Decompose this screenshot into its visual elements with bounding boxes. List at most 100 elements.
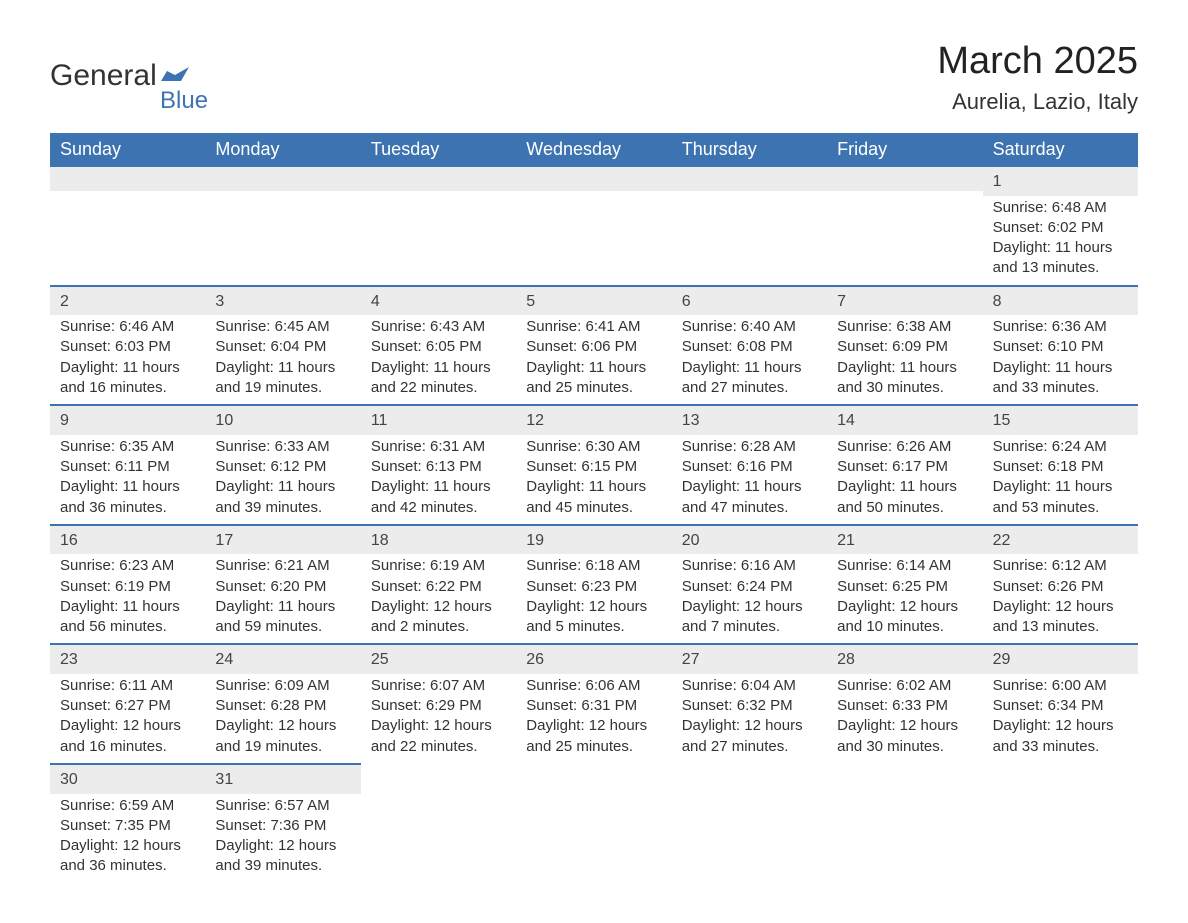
calendar-cell-empty [983,763,1138,883]
calendar-cell: 23Sunrise: 6:11 AMSunset: 6:27 PMDayligh… [50,643,205,763]
daylight-text: Daylight: 12 hours and 27 minutes. [682,716,817,757]
calendar-cell-empty [361,763,516,883]
day-body [50,191,205,199]
daylight-text: Daylight: 11 hours and 47 minutes. [682,477,817,518]
sunset-text: Sunset: 6:34 PM [993,696,1128,716]
day-body: Sunrise: 6:07 AMSunset: 6:29 PMDaylight:… [361,674,516,763]
calendar-cell: 25Sunrise: 6:07 AMSunset: 6:29 PMDayligh… [361,643,516,763]
sunset-text: Sunset: 6:22 PM [371,577,506,597]
day-number: 3 [205,285,360,316]
day-body [672,191,827,199]
calendar-cell-empty [827,763,982,883]
dow-header: Thursday [672,133,827,167]
calendar-cell: 12Sunrise: 6:30 AMSunset: 6:15 PMDayligh… [516,404,671,524]
location-subtitle: Aurelia, Lazio, Italy [937,89,1138,115]
daylight-text: Daylight: 11 hours and 59 minutes. [215,597,350,638]
sunrise-text: Sunrise: 6:21 AM [215,556,350,576]
calendar-cell: 3Sunrise: 6:45 AMSunset: 6:04 PMDaylight… [205,285,360,405]
day-number: 21 [827,524,982,555]
sunset-text: Sunset: 6:23 PM [526,577,661,597]
sunset-text: Sunset: 6:16 PM [682,457,817,477]
daylight-text: Daylight: 11 hours and 50 minutes. [837,477,972,518]
sunrise-text: Sunrise: 6:16 AM [682,556,817,576]
day-body: Sunrise: 6:21 AMSunset: 6:20 PMDaylight:… [205,554,360,643]
daylight-text: Daylight: 12 hours and 22 minutes. [371,716,506,757]
day-number: 22 [983,524,1138,555]
day-number: 25 [361,643,516,674]
day-body [827,191,982,199]
day-number: 7 [827,285,982,316]
day-body: Sunrise: 6:02 AMSunset: 6:33 PMDaylight:… [827,674,982,763]
daylight-text: Daylight: 12 hours and 30 minutes. [837,716,972,757]
day-body: Sunrise: 6:30 AMSunset: 6:15 PMDaylight:… [516,435,671,524]
calendar-cell: 22Sunrise: 6:12 AMSunset: 6:26 PMDayligh… [983,524,1138,644]
sunrise-text: Sunrise: 6:07 AM [371,676,506,696]
calendar-cell-empty [516,763,671,883]
calendar-cell: 31Sunrise: 6:57 AMSunset: 7:36 PMDayligh… [205,763,360,883]
calendar-cell: 10Sunrise: 6:33 AMSunset: 6:12 PMDayligh… [205,404,360,524]
day-body: Sunrise: 6:28 AMSunset: 6:16 PMDaylight:… [672,435,827,524]
daylight-text: Daylight: 12 hours and 36 minutes. [60,836,195,877]
calendar-cell: 7Sunrise: 6:38 AMSunset: 6:09 PMDaylight… [827,285,982,405]
sunset-text: Sunset: 6:06 PM [526,337,661,357]
day-number: 1 [983,167,1138,196]
day-body: Sunrise: 6:35 AMSunset: 6:11 PMDaylight:… [50,435,205,524]
daylight-text: Daylight: 11 hours and 19 minutes. [215,358,350,399]
daylight-text: Daylight: 12 hours and 33 minutes. [993,716,1128,757]
calendar-cell: 11Sunrise: 6:31 AMSunset: 6:13 PMDayligh… [361,404,516,524]
dow-header: Sunday [50,133,205,167]
sunrise-text: Sunrise: 6:43 AM [371,317,506,337]
day-number: 29 [983,643,1138,674]
sunset-text: Sunset: 6:25 PM [837,577,972,597]
daylight-text: Daylight: 12 hours and 7 minutes. [682,597,817,638]
daylight-text: Daylight: 11 hours and 39 minutes. [215,477,350,518]
logo-blue-text: Blue [160,87,208,115]
day-number: 5 [516,285,671,316]
calendar-cell: 9Sunrise: 6:35 AMSunset: 6:11 PMDaylight… [50,404,205,524]
day-number: 23 [50,643,205,674]
day-number: 15 [983,404,1138,435]
day-number: 11 [361,404,516,435]
day-number: 14 [827,404,982,435]
sunrise-text: Sunrise: 6:45 AM [215,317,350,337]
day-body: Sunrise: 6:23 AMSunset: 6:19 PMDaylight:… [50,554,205,643]
day-body: Sunrise: 6:14 AMSunset: 6:25 PMDaylight:… [827,554,982,643]
month-title: March 2025 [937,40,1138,83]
calendar-cell: 15Sunrise: 6:24 AMSunset: 6:18 PMDayligh… [983,404,1138,524]
sunrise-text: Sunrise: 6:11 AM [60,676,195,696]
sunrise-text: Sunrise: 6:14 AM [837,556,972,576]
day-body: Sunrise: 6:57 AMSunset: 7:36 PMDaylight:… [205,794,360,883]
sunset-text: Sunset: 6:04 PM [215,337,350,357]
sunrise-text: Sunrise: 6:00 AM [993,676,1128,696]
sunset-text: Sunset: 6:17 PM [837,457,972,477]
sunset-text: Sunset: 6:03 PM [60,337,195,357]
day-body [516,191,671,199]
day-body: Sunrise: 6:46 AMSunset: 6:03 PMDaylight:… [50,315,205,404]
calendar-cell: 13Sunrise: 6:28 AMSunset: 6:16 PMDayligh… [672,404,827,524]
daylight-text: Daylight: 12 hours and 25 minutes. [526,716,661,757]
daylight-text: Daylight: 11 hours and 16 minutes. [60,358,195,399]
calendar-cell: 20Sunrise: 6:16 AMSunset: 6:24 PMDayligh… [672,524,827,644]
day-number [50,167,205,191]
day-body: Sunrise: 6:09 AMSunset: 6:28 PMDaylight:… [205,674,360,763]
sunrise-text: Sunrise: 6:33 AM [215,437,350,457]
day-body [516,787,671,795]
day-number: 4 [361,285,516,316]
day-number: 24 [205,643,360,674]
day-body [827,787,982,795]
day-number [361,167,516,191]
sunrise-text: Sunrise: 6:06 AM [526,676,661,696]
day-number: 18 [361,524,516,555]
calendar-cell-empty [672,763,827,883]
dow-header: Monday [205,133,360,167]
daylight-text: Daylight: 12 hours and 39 minutes. [215,836,350,877]
sunrise-text: Sunrise: 6:23 AM [60,556,195,576]
day-body [361,787,516,795]
day-number [361,763,516,787]
day-number [983,763,1138,787]
day-body: Sunrise: 6:31 AMSunset: 6:13 PMDaylight:… [361,435,516,524]
calendar-cell: 8Sunrise: 6:36 AMSunset: 6:10 PMDaylight… [983,285,1138,405]
calendar-cell: 2Sunrise: 6:46 AMSunset: 6:03 PMDaylight… [50,285,205,405]
day-body: Sunrise: 6:40 AMSunset: 6:08 PMDaylight:… [672,315,827,404]
sunrise-text: Sunrise: 6:35 AM [60,437,195,457]
